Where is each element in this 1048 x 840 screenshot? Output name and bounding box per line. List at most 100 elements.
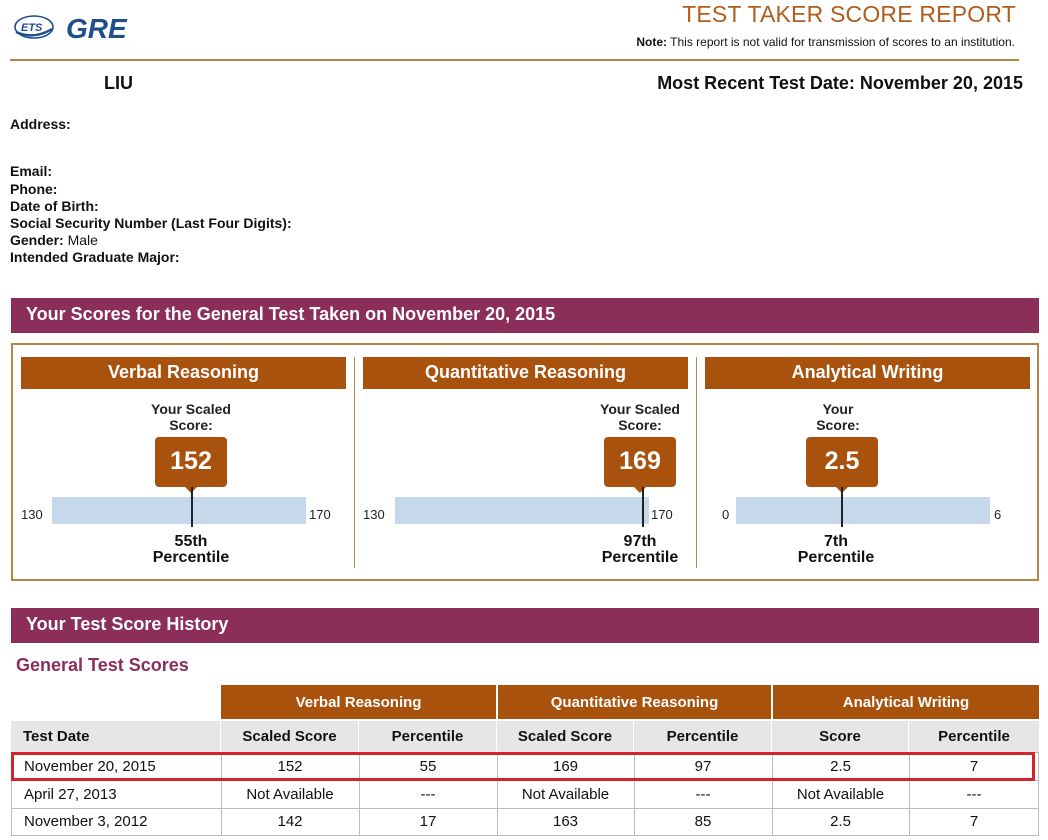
cell-writing-percentile: --- (966, 786, 982, 803)
table-row: November 20, 2015 152 55 169 97 2.5 7 (0, 753, 1048, 781)
date-of-birth-field: Date of Birth: (10, 198, 99, 215)
label-line: Score: (816, 417, 860, 433)
label-line: Your (822, 401, 854, 417)
verbal-score-scale-bar (52, 497, 306, 524)
field-label: Email: (10, 163, 53, 179)
cell-verbal-score: 152 (277, 758, 303, 775)
scores-panel-frame (11, 343, 1039, 581)
candidate-name: LIU (104, 73, 133, 93)
cell-writing-percentile: 7 (969, 758, 979, 775)
quant-score-scale-bar (395, 497, 649, 524)
field-label: Address: (10, 116, 71, 132)
note-text: This report is not valid for transmissio… (667, 35, 1015, 49)
cell-writing-percentile: 7 (969, 813, 979, 830)
cell-verbal-score: 142 (277, 813, 303, 830)
col-header-quant-percentile: Percentile (634, 721, 772, 752)
cell-test-date: April 27, 2013 (24, 786, 117, 803)
col-header-test-date: Test Date (11, 721, 221, 752)
percentile-value: 55th (174, 533, 208, 550)
label-line: Score: (169, 417, 213, 433)
gre-wordmark: GRE (66, 13, 128, 44)
label-line: Your Scaled (600, 401, 680, 417)
cell-writing-score: 2.5 (830, 758, 851, 775)
header-divider (10, 59, 1019, 61)
cell-test-date: November 20, 2015 (24, 758, 156, 775)
report-title: TEST TAKER SCORE REPORT (682, 1, 1016, 27)
scale-min: 130 (363, 507, 385, 522)
cell-verbal-score: Not Available (246, 786, 334, 803)
scores-section-title: Your Scores for the General Test Taken o… (11, 298, 1039, 333)
table-rule (772, 752, 773, 836)
cell-quant-percentile: 85 (694, 813, 712, 830)
col-header-writing-score: Score (772, 721, 909, 752)
writing-score-badge: 2.5 (806, 437, 878, 487)
gender-field: Gender: Male (10, 232, 98, 249)
scaled-score-label: Your Scaled Score: (580, 401, 700, 433)
writing-percentile: 7th Percentile (771, 534, 901, 566)
history-section-title: Your Test Score History (11, 608, 1039, 643)
field-label: Date of Birth: (10, 198, 99, 214)
ets-gre-logo: ETS GRE (14, 13, 128, 44)
cell-writing-score: 2.5 (830, 813, 851, 830)
scale-max: 170 (309, 507, 331, 522)
report-note: Note: This report is not valid for trans… (636, 35, 1015, 49)
quant-percentile: 97th Percentile (575, 534, 705, 566)
field-label: Intended Graduate Major: (10, 249, 180, 265)
verbal-panel-title: Verbal Reasoning (21, 357, 346, 389)
phone-field: Phone: (10, 181, 57, 198)
writing-score-marker (840, 487, 843, 527)
percentile-value: 97th (623, 533, 657, 550)
verbal-score-marker (190, 487, 193, 527)
field-value: Male (63, 232, 98, 248)
label-line: Score: (618, 417, 662, 433)
table-rule (221, 752, 222, 836)
scale-min: 130 (21, 507, 43, 522)
col-header-verbal-score: Scaled Score (221, 721, 359, 752)
field-label: Social Security Number (Last Four Digits… (10, 215, 292, 231)
scale-min: 0 (722, 507, 730, 522)
field-label: Phone: (10, 181, 58, 197)
table-rule (909, 752, 910, 836)
verbal-percentile: 55th Percentile (126, 534, 256, 566)
cell-verbal-percentile: --- (420, 786, 436, 803)
table-row: November 3, 2012 142 17 163 85 2.5 7 (0, 808, 1048, 836)
scale-max: 170 (651, 507, 673, 522)
cell-test-date: November 3, 2012 (24, 813, 148, 830)
col-header-quant-score: Scaled Score (497, 721, 634, 752)
cell-quant-score: Not Available (521, 786, 610, 803)
most-recent-row-highlight (11, 752, 1035, 781)
panel-divider (696, 357, 697, 568)
scale-max: 6 (994, 507, 1002, 522)
percentile-label: Percentile (601, 549, 679, 566)
note-label: Note: (636, 35, 668, 49)
percentile-value: 7th (824, 533, 848, 550)
panel-divider (354, 357, 355, 568)
verbal-score-badge: 152 (155, 437, 227, 487)
scaled-score-label: Your Scaled Score: (131, 401, 251, 433)
quant-score-badge: 169 (604, 437, 676, 487)
cell-verbal-percentile: 55 (419, 758, 437, 775)
table-rule (11, 808, 1039, 809)
percentile-label: Percentile (797, 549, 875, 566)
most-recent-test-date: Most Recent Test Date: November 20, 2015 (657, 73, 1023, 93)
group-header-verbal: Verbal Reasoning (221, 685, 496, 719)
field-label: Gender: (10, 232, 64, 248)
table-rule (634, 752, 635, 836)
score-pointer (634, 487, 646, 493)
quant-panel-title: Quantitative Reasoning (363, 357, 688, 389)
ssn-field: Social Security Number (Last Four Digits… (10, 215, 292, 232)
scaled-score-label: Your Score: (778, 401, 898, 433)
col-header-writing-percentile: Percentile (909, 721, 1039, 752)
label-line: Your Scaled (151, 401, 231, 417)
group-header-writing: Analytical Writing (773, 685, 1039, 719)
general-test-scores-heading: General Test Scores (16, 655, 189, 675)
cell-quant-percentile: 97 (694, 758, 712, 775)
table-rule (1038, 752, 1039, 836)
percentile-label: Percentile (152, 549, 230, 566)
table-rule (497, 752, 498, 836)
quant-score-marker (641, 487, 644, 527)
writing-panel-title: Analytical Writing (705, 357, 1030, 389)
cell-writing-score: Not Available (796, 786, 885, 803)
cell-verbal-percentile: 17 (419, 813, 437, 830)
cell-quant-percentile: --- (695, 786, 711, 803)
